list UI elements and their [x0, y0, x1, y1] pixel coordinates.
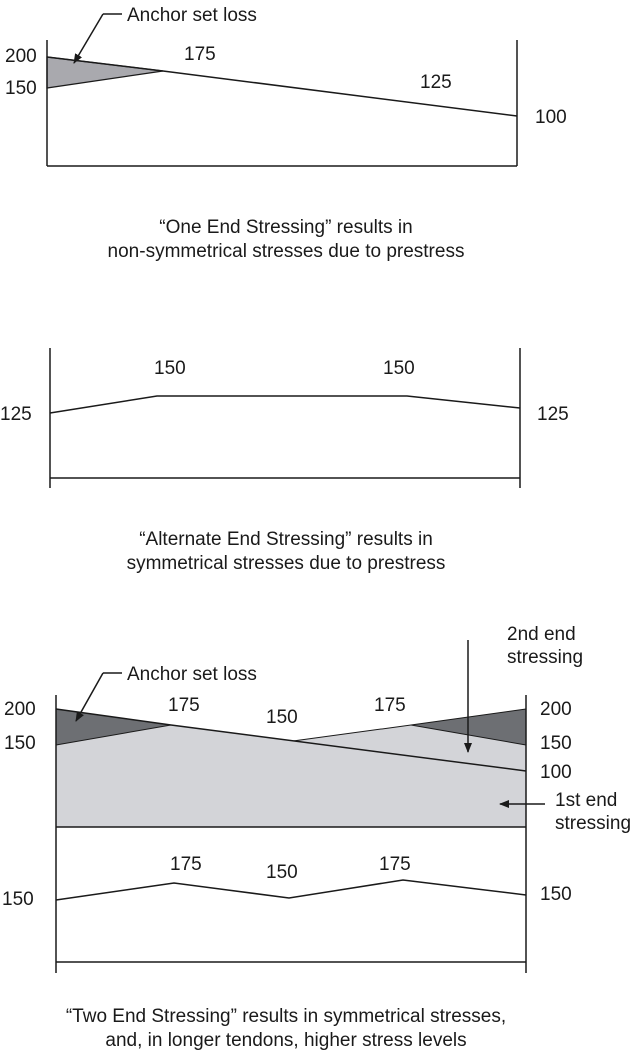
first-end-label-2: stressing — [555, 813, 631, 834]
lower-label-175-right: 175 — [379, 854, 411, 875]
stress-label-100: 100 — [535, 107, 567, 128]
stress-label-150-right: 150 — [383, 358, 415, 379]
second-end-label-1: 2nd end — [507, 624, 576, 645]
resulting-profile-line — [55, 879, 527, 901]
stress-label-150-mid: 150 — [266, 707, 298, 728]
anchor-loss-region-left — [56, 709, 171, 745]
stress-profile-line — [46, 56, 518, 117]
anchor-loss-region — [46, 56, 164, 89]
caption-line-2: symmetrical stresses due to prestress — [127, 553, 446, 574]
caption-line-1: “Alternate End Stressing” results in — [139, 529, 433, 550]
stress-label-200-left: 200 — [4, 699, 36, 720]
caption-line-1: “Two End Stressing” results in symmetric… — [66, 1006, 506, 1027]
anchor-loss-arrow-leg — [73, 13, 104, 64]
stress-label-200: 200 — [5, 46, 37, 67]
lower-label-150-mid: 150 — [266, 862, 298, 883]
stress-label-150-left: 150 — [4, 733, 36, 754]
stress-label-150-right: 150 — [540, 733, 572, 754]
stress-label-150-left: 150 — [154, 358, 186, 379]
left-edge-150 — [55, 724, 172, 746]
first-end-stress-region — [56, 725, 526, 827]
stress-label-200-right: 200 — [540, 699, 572, 720]
first-end-label-1: 1st end — [555, 790, 617, 811]
stress-label-175: 175 — [184, 44, 216, 65]
stress-label-175-left: 175 — [168, 695, 200, 716]
stress-label-150: 150 — [5, 78, 37, 99]
stress-label-100-right: 100 — [540, 762, 572, 783]
anchor-loss-arrow-leg — [75, 672, 104, 722]
stress-label-125-right: 125 — [537, 404, 569, 425]
stress-label-125: 125 — [420, 72, 452, 93]
stress-label-125-left: 125 — [0, 404, 32, 425]
alternate-end-diagram: 125 150 150 125 “Alternate End Stressing… — [0, 348, 569, 574]
stress-profile-line — [49, 395, 521, 414]
stress-label-175-right: 175 — [374, 695, 406, 716]
lower-label-150-left: 150 — [2, 889, 34, 910]
one-end-diagram: Anchor set loss 200 150 175 125 100 “One… — [5, 5, 567, 262]
two-end-diagram: Anchor set loss 2nd end stressing 1st en… — [2, 624, 631, 1051]
anchor-loss-label: Anchor set loss — [127, 5, 257, 26]
second-end-label-2: stressing — [507, 647, 583, 668]
caption-line-2: and, in longer tendons, higher stress le… — [105, 1030, 466, 1051]
anchor-loss-label: Anchor set loss — [127, 664, 257, 685]
lower-label-175-left: 175 — [170, 854, 202, 875]
lower-label-150-right: 150 — [540, 884, 572, 905]
caption-line-1: “One End Stressing” results in — [159, 217, 412, 238]
caption-line-2: non-symmetrical stresses due to prestres… — [108, 241, 465, 262]
